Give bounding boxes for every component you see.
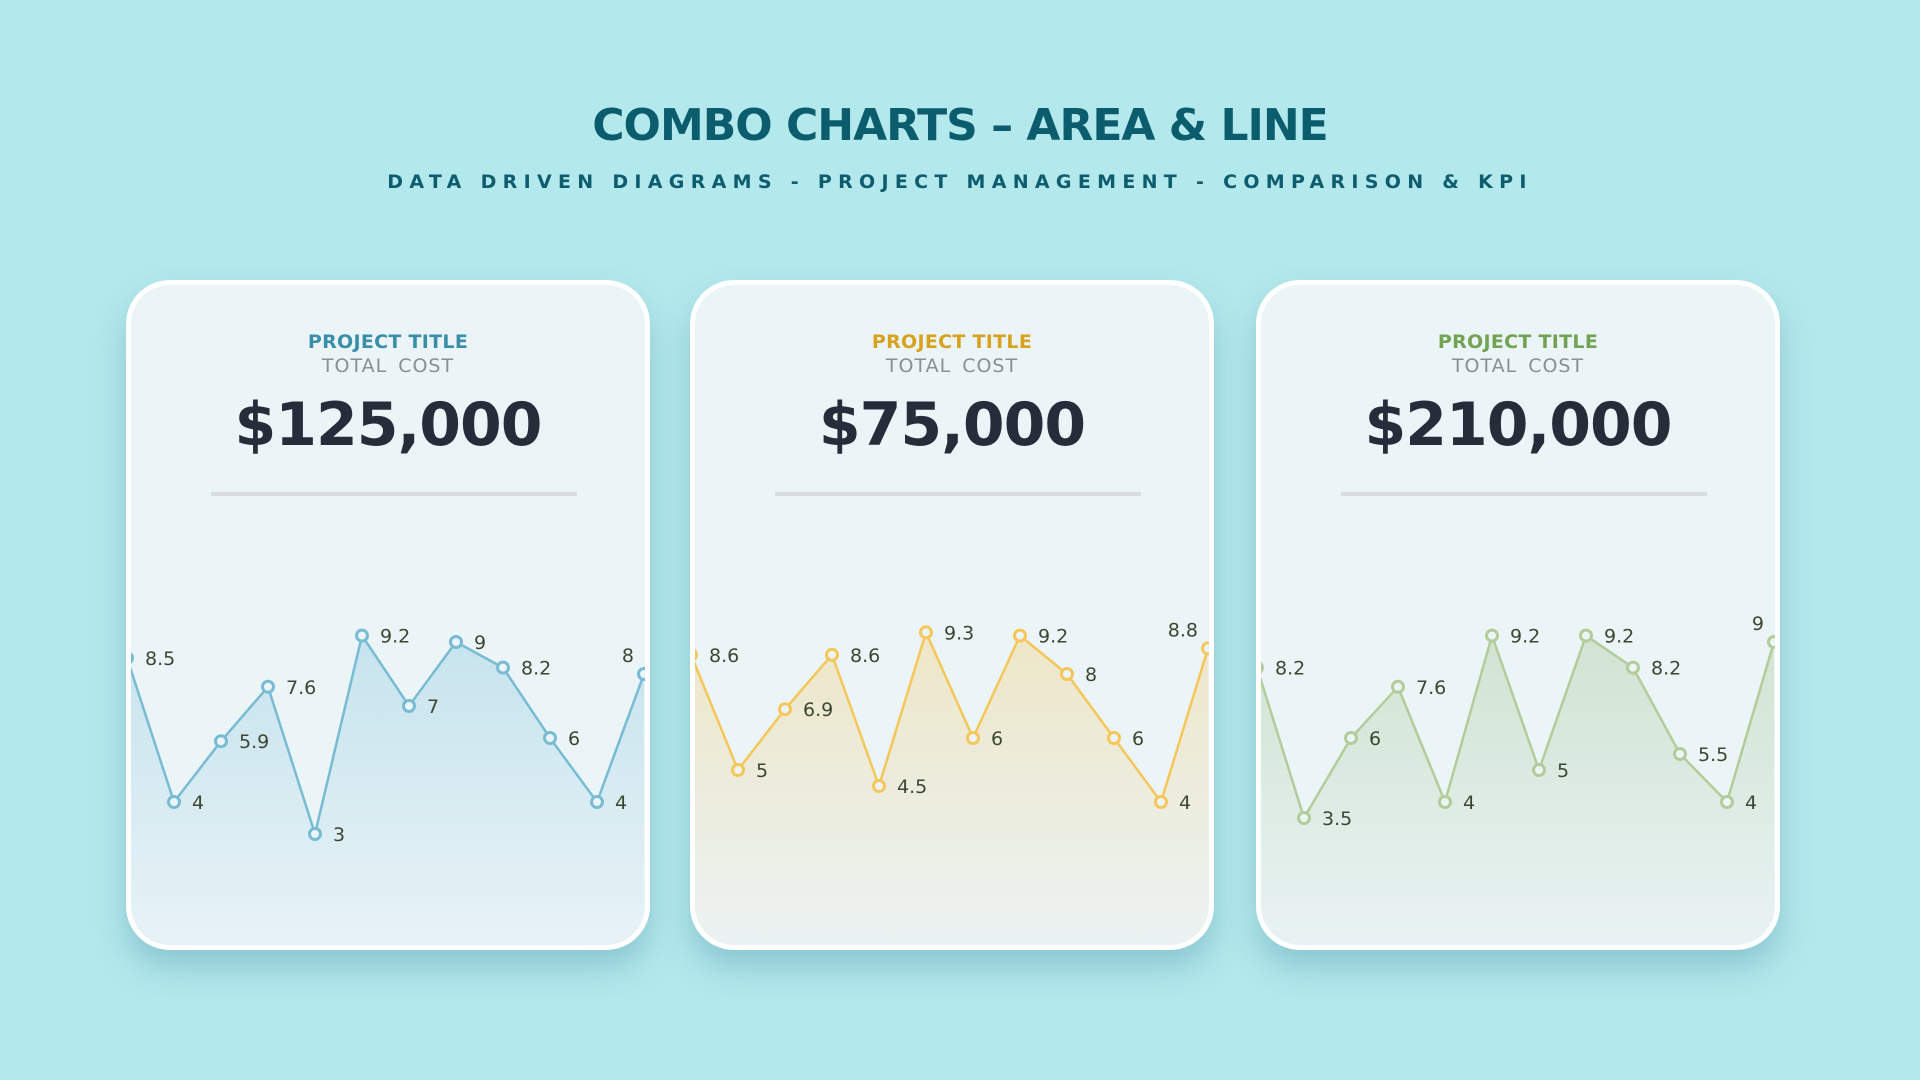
data-point-marker bbox=[1297, 811, 1311, 825]
data-point-marker bbox=[1154, 795, 1168, 809]
data-label: 4 bbox=[192, 792, 204, 814]
data-label: 9.2 bbox=[1510, 626, 1540, 648]
project-card-2: 8.6 5 6.9 8.6 4.5 9.3 6 9.2 8 6 4 8.8 PROJECT TITLE… bbox=[690, 280, 1214, 950]
data-point-marker bbox=[308, 827, 322, 841]
data-label: 6 bbox=[568, 728, 580, 750]
data-point-marker bbox=[1060, 667, 1074, 681]
data-label: 7.6 bbox=[1416, 677, 1446, 699]
data-point-marker bbox=[449, 635, 463, 649]
data-line bbox=[695, 628, 1209, 805]
data-point-marker bbox=[731, 763, 745, 777]
data-label: 8.2 bbox=[521, 658, 551, 680]
data-label: 5.9 bbox=[239, 731, 269, 753]
data-point-marker bbox=[637, 667, 645, 681]
data-label: 4.5 bbox=[897, 776, 927, 798]
data-point-marker bbox=[1107, 731, 1121, 745]
data-label: 5 bbox=[756, 760, 768, 782]
data-point-marker bbox=[1201, 641, 1209, 656]
project-title: PROJECT TITLE bbox=[871, 331, 1033, 353]
project-title: PROJECT TITLE bbox=[307, 331, 469, 353]
data-label: 4 bbox=[1745, 792, 1757, 814]
data-label: 3.5 bbox=[1322, 808, 1352, 830]
data-point-marker bbox=[590, 795, 604, 809]
data-line bbox=[131, 632, 645, 839]
area-fill bbox=[131, 635, 644, 945]
data-point-marker bbox=[1673, 747, 1687, 761]
data-point-marker bbox=[543, 731, 557, 745]
total-cost-label: TOTAL COST bbox=[1451, 355, 1585, 377]
data-point-marker bbox=[1579, 628, 1593, 643]
data-point-marker bbox=[825, 647, 839, 662]
project-card-1: 8.5 4 5.9 7.6 3 9.2 7 9 8.2 6 4 8 PROJECT TITLE TOT… bbox=[126, 280, 650, 950]
data-point-marker bbox=[496, 660, 510, 675]
total-cost-value: $210,000 bbox=[1364, 390, 1672, 460]
data-point-marker bbox=[261, 679, 275, 694]
data-line bbox=[1261, 631, 1775, 822]
divider bbox=[1341, 492, 1707, 496]
data-label: 5.5 bbox=[1698, 744, 1728, 766]
data-point-marker bbox=[695, 649, 698, 661]
data-label: 6 bbox=[1369, 728, 1381, 750]
total-cost-label: TOTAL COST bbox=[885, 355, 1019, 377]
data-point-marker bbox=[1532, 763, 1546, 777]
area-line-chart: 8.2 3.5 6 7.6 4 9.2 5 9.2 8.2 5.5 4 9 bbox=[1261, 613, 1775, 945]
total-cost-value: $125,000 bbox=[234, 390, 542, 460]
data-point-marker bbox=[1485, 628, 1499, 643]
data-label: 8.6 bbox=[709, 645, 739, 667]
data-point-marker bbox=[1344, 731, 1358, 745]
data-label: 3 bbox=[333, 824, 345, 846]
data-point-marker bbox=[966, 731, 980, 745]
data-point-marker bbox=[919, 625, 933, 640]
data-label: 8.6 bbox=[850, 645, 880, 667]
data-point-marker bbox=[1438, 795, 1452, 809]
project-title: PROJECT TITLE bbox=[1437, 331, 1599, 353]
data-point-marker bbox=[167, 795, 181, 809]
data-point-marker bbox=[1391, 679, 1405, 694]
data-label: 9.3 bbox=[944, 622, 974, 644]
data-label: 9.2 bbox=[1038, 626, 1068, 648]
data-label: 8.2 bbox=[1275, 658, 1305, 680]
data-label: 4 bbox=[1463, 792, 1475, 814]
divider bbox=[211, 492, 577, 496]
data-point-marker bbox=[1626, 660, 1640, 675]
data-label: 9.2 bbox=[380, 626, 410, 648]
data-point-marker bbox=[1720, 795, 1734, 809]
data-label: 5 bbox=[1557, 760, 1569, 782]
data-label: 6.9 bbox=[803, 699, 833, 721]
data-label: 8 bbox=[622, 645, 634, 667]
data-point-marker bbox=[402, 699, 416, 713]
data-point-marker bbox=[1013, 628, 1027, 643]
data-label: 4 bbox=[1179, 792, 1191, 814]
total-cost-label: TOTAL COST bbox=[321, 355, 455, 377]
data-label: 8.8 bbox=[1168, 619, 1198, 641]
area-fill bbox=[695, 632, 1208, 945]
page-header: COMBO CHARTS – AREA & LINE DATA DRIVEN D… bbox=[0, 96, 1920, 194]
total-cost-value: $75,000 bbox=[818, 390, 1086, 460]
data-point-marker bbox=[872, 779, 886, 793]
data-label: 9 bbox=[1752, 613, 1764, 635]
data-label: 9.2 bbox=[1604, 626, 1634, 648]
data-point-marker bbox=[214, 734, 228, 749]
data-point-marker bbox=[778, 702, 792, 717]
area-line-chart: 8.5 4 5.9 7.6 3 9.2 7 9 8.2 6 4 8 bbox=[131, 626, 645, 945]
data-label: 7 bbox=[427, 696, 439, 718]
data-label: 6 bbox=[991, 728, 1003, 750]
data-label: 8.5 bbox=[145, 648, 175, 670]
area-fill bbox=[1261, 635, 1774, 945]
divider bbox=[775, 492, 1141, 496]
area-line-chart: 8.6 5 6.9 8.6 4.5 9.3 6 9.2 8 6 4 8.8 bbox=[695, 619, 1209, 945]
data-label: 7.6 bbox=[286, 677, 316, 699]
data-label: 8.2 bbox=[1651, 658, 1681, 680]
data-label: 9 bbox=[474, 632, 486, 654]
data-point-marker bbox=[355, 628, 369, 643]
page-title: COMBO CHARTS – AREA & LINE bbox=[592, 100, 1329, 151]
data-label: 6 bbox=[1132, 728, 1144, 750]
data-point-marker bbox=[131, 652, 134, 664]
data-point-marker bbox=[1767, 635, 1775, 649]
page-subtitle: DATA DRIVEN DIAGRAMS - PROJECT MANAGEMEN… bbox=[387, 171, 1533, 193]
data-label: 8 bbox=[1085, 664, 1097, 686]
data-label: 4 bbox=[615, 792, 627, 814]
project-card-3: 8.2 3.5 6 7.6 4 9.2 5 9.2 8.2 5.5 4 9 PROJECT TITLE… bbox=[1256, 280, 1780, 950]
data-point-marker bbox=[1261, 661, 1264, 674]
